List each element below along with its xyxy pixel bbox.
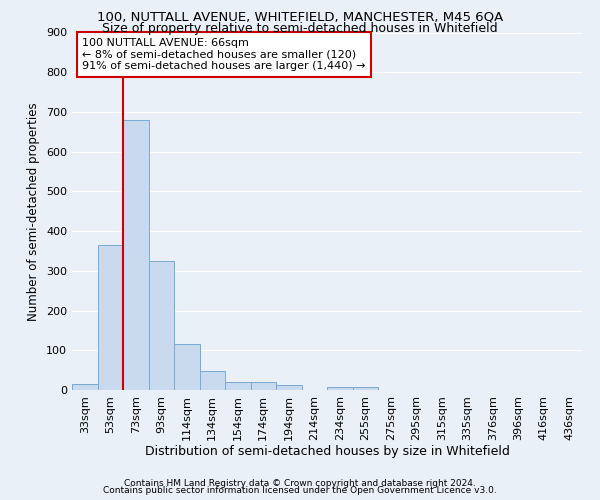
Bar	[225, 382, 251, 390]
X-axis label: Distribution of semi-detached houses by size in Whitefield: Distribution of semi-detached houses by …	[145, 446, 509, 458]
Y-axis label: Number of semi-detached properties: Number of semi-detached properties	[28, 102, 40, 320]
Bar	[327, 387, 353, 390]
Bar	[353, 387, 378, 390]
Bar	[174, 344, 199, 390]
Text: 100 NUTTALL AVENUE: 66sqm
← 8% of semi-detached houses are smaller (120)
91% of : 100 NUTTALL AVENUE: 66sqm ← 8% of semi-d…	[82, 38, 366, 71]
Text: Size of property relative to semi-detached houses in Whitefield: Size of property relative to semi-detach…	[102, 22, 498, 35]
Bar	[276, 385, 302, 390]
Bar	[97, 245, 123, 390]
Bar	[199, 371, 225, 390]
Text: 100, NUTTALL AVENUE, WHITEFIELD, MANCHESTER, M45 6QA: 100, NUTTALL AVENUE, WHITEFIELD, MANCHES…	[97, 11, 503, 24]
Text: Contains HM Land Registry data © Crown copyright and database right 2024.: Contains HM Land Registry data © Crown c…	[124, 478, 476, 488]
Bar	[72, 384, 97, 390]
Bar	[251, 382, 276, 390]
Bar	[123, 120, 149, 390]
Bar	[149, 261, 174, 390]
Text: Contains public sector information licensed under the Open Government Licence v3: Contains public sector information licen…	[103, 486, 497, 495]
